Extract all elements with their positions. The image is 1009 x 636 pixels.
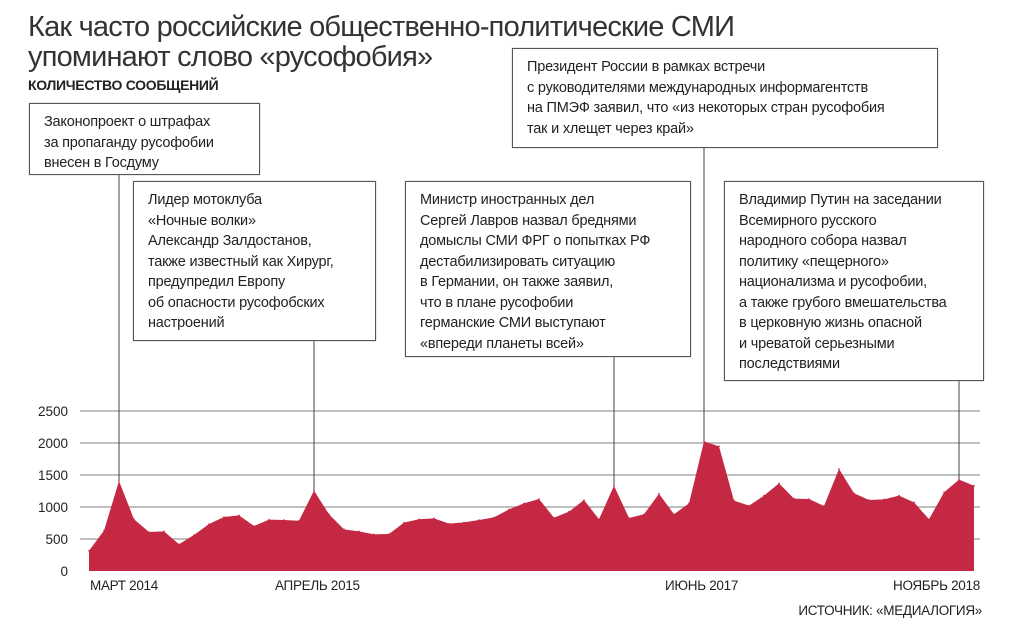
data-point (133, 518, 135, 521)
chart-title: Как часто российские общественно-политич… (28, 11, 735, 43)
data-point (718, 445, 720, 448)
annotation-box-2: Лидер мотоклуба «Ночные волки» Александр… (133, 181, 376, 341)
source-note: ИСТОЧНИК: «МЕДИАЛОГИЯ» (798, 603, 982, 618)
data-point (118, 480, 120, 482)
data-point (643, 513, 645, 516)
annotation-box-1: Законопроект о штрафах за пропаганду рус… (29, 103, 260, 175)
data-point (223, 516, 225, 518)
chart-title-line2: упоминают слово «русофобия» (28, 41, 433, 73)
data-point (478, 519, 480, 521)
data-point (943, 491, 945, 494)
data-point (928, 518, 930, 521)
data-point (88, 549, 90, 552)
data-point (703, 440, 705, 443)
annotation-box-4: Президент России в рамках встречи с руко… (512, 48, 938, 148)
y-axis-label: КОЛИЧЕСТВО СООБЩЕНИЙ (28, 77, 219, 93)
data-point (193, 534, 195, 536)
data-point (163, 530, 165, 533)
data-point (463, 521, 465, 524)
data-point (343, 528, 345, 531)
data-point (148, 531, 150, 533)
data-point (898, 494, 900, 497)
data-point (508, 508, 510, 511)
x-tick-label: НОЯБРЬ 2018 (893, 578, 980, 593)
data-point (778, 482, 780, 485)
data-point (553, 516, 555, 519)
data-point (448, 522, 450, 525)
data-point (613, 484, 615, 487)
data-point (583, 499, 585, 501)
data-point (763, 494, 765, 497)
data-point (958, 478, 960, 481)
data-point (328, 513, 330, 516)
y-tick-label: 1000 (38, 500, 68, 515)
x-tick-label: АПРЕЛЬ 2015 (275, 578, 360, 593)
y-tick-label: 2000 (38, 436, 68, 451)
data-point (208, 523, 210, 525)
data-point (538, 498, 540, 500)
data-point (103, 529, 105, 532)
data-point (673, 513, 675, 516)
data-point (598, 518, 600, 521)
data-point (853, 492, 855, 495)
data-point (493, 516, 495, 519)
data-point (868, 499, 870, 501)
area-series (89, 441, 974, 571)
data-point (298, 519, 300, 522)
data-point (628, 517, 630, 519)
x-tick-label: ИЮНЬ 2017 (665, 578, 738, 593)
data-point (403, 521, 405, 524)
data-point (283, 519, 285, 521)
data-point (313, 489, 315, 492)
data-point (253, 525, 255, 527)
y-tick-label: 2500 (38, 404, 68, 419)
data-point (913, 501, 915, 504)
data-point (268, 518, 270, 521)
y-tick-label: 1500 (38, 468, 68, 483)
data-point (823, 505, 825, 507)
data-point (358, 530, 360, 533)
data-point (238, 514, 240, 517)
x-tick-label: МАРТ 2014 (90, 578, 159, 593)
y-tick-label: 500 (45, 532, 68, 547)
data-point (808, 498, 810, 500)
data-point (178, 543, 180, 546)
data-point (688, 502, 690, 505)
data-point (568, 510, 570, 513)
data-point (658, 492, 660, 495)
data-point (748, 504, 750, 507)
annotation-box-5: Владимир Путин на заседании Всемирного р… (724, 181, 984, 381)
data-point (973, 484, 975, 487)
y-tick-label: 0 (60, 564, 68, 579)
data-point (523, 502, 525, 505)
data-point (733, 499, 735, 502)
data-point (838, 468, 840, 470)
data-point (793, 497, 795, 500)
data-point (418, 518, 420, 521)
annotation-box-3: Министр иностранных дел Сергей Лавров на… (405, 181, 691, 357)
data-point (388, 533, 390, 535)
data-point (433, 517, 435, 520)
data-point (373, 533, 375, 536)
data-point (883, 498, 885, 501)
